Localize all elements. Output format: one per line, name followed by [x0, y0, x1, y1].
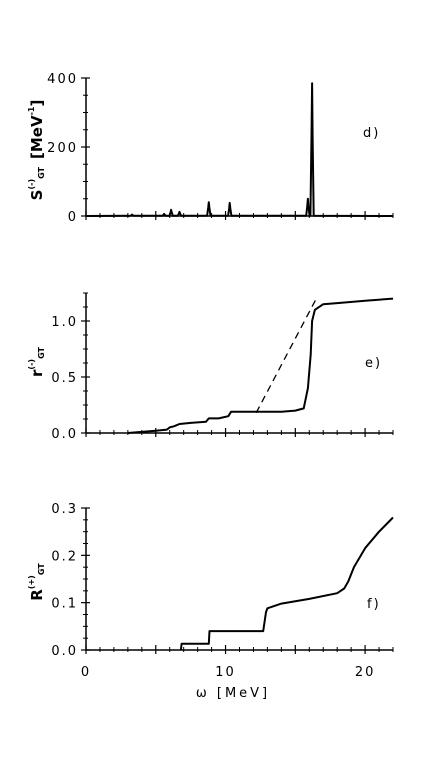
panel-d-series: [85, 82, 394, 217]
panel-d-y-tick-label: 400: [47, 72, 78, 87]
panel-e-y-tick-label: 0.5: [51, 371, 78, 386]
panel-e-ylabel-text: r(-)GT: [27, 346, 46, 376]
panel-e-axes: 0.0 0.5 1.0: [51, 292, 394, 442]
panel-e-dashed-series-line: [255, 298, 317, 414]
panel-f-ylabel: R(+)GT: [27, 563, 46, 601]
panel-d-label: d): [363, 126, 380, 141]
panel-d-series-line: [85, 82, 394, 217]
panel-d-strength-function: 0 200 400 d) S(-)GT[MeV-1]: [27, 72, 394, 225]
panel-f-running-sum: 0.0 0.1 0.2 0.3 0 10 20 f) R(+)GT ω [MeV]: [27, 502, 394, 701]
panel-f-axes: 0.0 0.1 0.2 0.3 0 10 20: [51, 502, 394, 680]
panel-e-y-tick-label: 1.0: [51, 315, 78, 330]
panel-f-ylabel-text: R(+)GT: [27, 563, 46, 601]
panel-e-series-line: [127, 297, 394, 434]
x-axis-label: ω [MeV]: [196, 686, 270, 701]
panel-d-axes: 0 200 400: [47, 72, 394, 225]
panel-e-label: e): [365, 356, 382, 371]
panel-f-y-tick-label: 0.0: [51, 644, 78, 659]
panel-f-x-tick-label: 20: [355, 665, 376, 680]
panel-f-y-tick-label: 0.3: [51, 502, 78, 517]
panel-f-label: f): [367, 597, 381, 612]
panel-d-ylabel-text: S(-)GT[MeV-1]: [27, 100, 46, 201]
panel-f-x-tick-label: 10: [215, 665, 236, 680]
panel-d-y-tick-label: 200: [47, 141, 78, 156]
panel-f-x-tick-label: 0: [81, 665, 91, 680]
panel-d-y-tick-label: 0: [68, 210, 78, 225]
panel-f-y-tick-label: 0.1: [51, 597, 78, 612]
panel-e-y-tick-label: 0.0: [51, 427, 78, 442]
panel-f-y-tick-label: 0.2: [51, 549, 78, 564]
panel-d-ylabel: S(-)GT[MeV-1]: [27, 100, 46, 201]
panel-e-running-sum: 0.0 0.5 1.0 e) r(-)GT: [27, 292, 394, 442]
panel-f-series: [179, 516, 394, 651]
panel-e-ylabel: r(-)GT: [27, 346, 46, 376]
panel-e-series: [127, 297, 394, 434]
panel-f-series-line: [179, 516, 394, 651]
